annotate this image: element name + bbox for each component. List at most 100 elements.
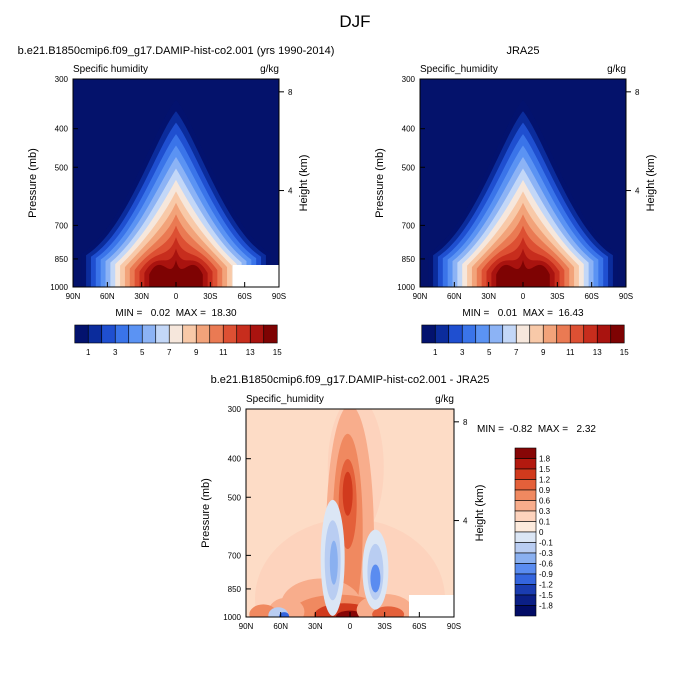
colorbar-tick-label: 9 (541, 348, 546, 357)
y-axis-label: Pressure (mb) (27, 148, 39, 218)
y-tick-label: 500 (55, 163, 69, 172)
y2-tick-label: 4 (288, 187, 293, 196)
colorbar-tick-label: 7 (167, 348, 172, 357)
contour-field (73, 79, 279, 287)
colorbar-tick-label: 0 (539, 528, 544, 537)
colorbar-tick-label: 11 (566, 348, 575, 357)
colorbar-tick-label: 13 (593, 348, 602, 357)
colorbar-swatch (155, 324, 170, 344)
y2-tick-label: 8 (635, 88, 640, 97)
panel-difference: b.e21.B1850cmip6.f09_g17.DAMIP-hist-co2.… (200, 374, 596, 631)
colorbar-swatch (610, 324, 625, 344)
panel-units-label: g/kg (607, 64, 626, 75)
x-tick-label: 90S (447, 622, 461, 631)
colorbar-model: 1 3 5 7 9 11 13 15 (74, 324, 282, 357)
x-tick-label: 90S (272, 292, 286, 301)
colorbar-tick-label: -0.6 (539, 560, 553, 569)
colorbar-tick-label: 3 (113, 348, 118, 357)
colorbar-tick-label: -1.8 (539, 602, 553, 611)
colorbar-swatch (195, 324, 211, 344)
colorbar-swatch (168, 324, 184, 344)
y-tick-label: 700 (55, 221, 69, 230)
colorbar-swatch (514, 563, 537, 575)
colorbar-tick-label: 1 (86, 348, 91, 357)
figure-title: DJF (339, 12, 370, 31)
colorbar-swatch (514, 552, 537, 564)
colorbar-swatch (74, 324, 89, 344)
colorbar-swatch (101, 324, 116, 344)
colorbar-tick-label: 9 (194, 348, 199, 357)
colorbar-difference: 1.81.5 1.20.9 0.60.3 0.10 -0.1-0.3 -0.6-0.9 -1… (514, 447, 553, 617)
y-tick-label: 850 (55, 255, 69, 264)
colorbar-swatch (514, 510, 537, 522)
colorbar-tick-label: 15 (620, 348, 629, 357)
x-tick-label: 90S (619, 292, 633, 301)
y2-tick-label: 8 (288, 88, 293, 97)
x-tick-label: 0 (348, 622, 353, 631)
y-tick-label: 300 (402, 75, 416, 84)
colorbar-swatch (556, 324, 571, 344)
contour-region (279, 612, 290, 617)
contour-field (420, 79, 626, 287)
colorbar-tick-label: 15 (273, 348, 282, 357)
y2-axis-label: Height (km) (474, 485, 486, 542)
colorbar-swatch (182, 324, 197, 344)
colorbar-swatch (434, 324, 450, 344)
y2-tick-label: 4 (635, 187, 640, 196)
colorbar-swatch (514, 531, 537, 543)
x-tick-label: 30N (481, 292, 496, 301)
y-tick-label: 1000 (50, 283, 68, 292)
colorbar-swatch (514, 584, 537, 596)
colorbar-tick-label: -0.3 (539, 549, 553, 558)
colorbar-swatch (114, 324, 130, 344)
colorbar-swatch (514, 542, 537, 554)
contour-region (370, 564, 381, 593)
colorbar-swatch (514, 573, 537, 585)
colorbar-tick-label: 0.6 (539, 497, 551, 506)
contour-level (496, 259, 550, 287)
panel-title: b.e21.B1850cmip6.f09_g17.DAMIP-hist-co2.… (18, 45, 335, 57)
y-tick-label: 500 (402, 163, 416, 172)
colorbar-tick-label: 1.2 (539, 476, 551, 485)
colorbar-swatch (461, 324, 477, 344)
colorbar-swatch (542, 324, 558, 344)
colorbar-swatch (569, 324, 585, 344)
x-tick-label: 60N (447, 292, 462, 301)
y-axis-label: Pressure (mb) (374, 148, 386, 218)
colorbar-swatch (514, 479, 537, 491)
missing-data-patch (233, 265, 279, 287)
colorbar-tick-label: 3 (460, 348, 465, 357)
colorbar-swatch (514, 594, 537, 606)
panel-variable-label: Specific_humidity (246, 394, 324, 405)
colorbar-swatch (236, 324, 251, 344)
y-tick-label: 400 (228, 455, 242, 464)
colorbar-tick-label: 5 (140, 348, 145, 357)
contour-region (329, 540, 338, 585)
colorbar-swatch (514, 605, 537, 617)
panel-title: JRA25 (506, 45, 539, 57)
panel-model: b.e21.B1850cmip6.f09_g17.DAMIP-hist-co2.… (18, 45, 335, 357)
y-tick-label: 700 (402, 221, 416, 230)
y-tick-label: 500 (228, 493, 242, 502)
contour-region (372, 606, 405, 617)
colorbar-swatch (515, 324, 531, 344)
y2-tick-label: 4 (463, 517, 468, 526)
y-tick-label: 300 (228, 405, 242, 414)
colorbar-swatch (222, 324, 238, 344)
min-max-stats: MIN = -0.82 MAX = 2.32 (477, 424, 596, 435)
y2-axis-label: Height (km) (645, 155, 657, 212)
colorbar-swatch (87, 324, 103, 344)
x-tick-label: 30S (378, 622, 392, 631)
colorbar-swatch (514, 468, 537, 480)
colorbar-swatch (514, 521, 537, 533)
panel-units-label: g/kg (260, 64, 279, 75)
colorbar-tick-label: 13 (246, 348, 255, 357)
panel-variable-label: Specific_humidity (420, 64, 498, 75)
colorbar-swatch (448, 324, 463, 344)
y-tick-label: 300 (55, 75, 69, 84)
x-tick-label: 60S (585, 292, 599, 301)
colorbar-swatch (141, 324, 157, 344)
x-tick-label: 90N (413, 292, 428, 301)
y-axis-label: Pressure (mb) (200, 478, 212, 548)
min-max-stats: MIN = 0.02 MAX = 18.30 (115, 308, 237, 319)
